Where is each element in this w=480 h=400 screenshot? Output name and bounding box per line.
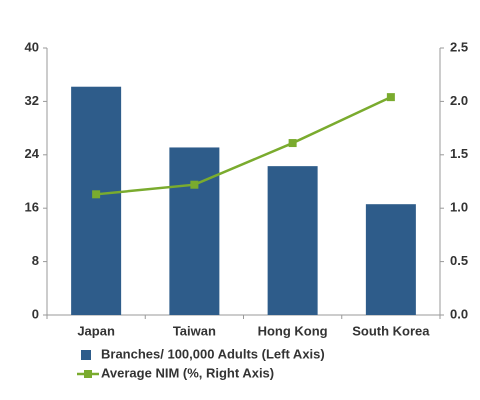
legend-label: Average NIM (%, Right Axis)	[101, 365, 274, 380]
y2-tick-label: 1.0	[450, 200, 468, 215]
legend-marker	[84, 370, 92, 378]
bar	[365, 204, 416, 315]
y-tick-label: 8	[32, 253, 39, 268]
y-tick-label: 24	[25, 146, 40, 161]
y2-tick-label: 1.5	[450, 146, 468, 161]
x-tick-label: South Korea	[352, 323, 430, 338]
bar	[71, 86, 122, 315]
legend-marker	[81, 350, 91, 360]
line-marker	[288, 139, 297, 148]
line-marker	[190, 180, 199, 189]
x-tick-label: Taiwan	[173, 323, 216, 338]
x-tick-label: Hong Kong	[258, 323, 328, 338]
bar	[267, 166, 318, 315]
bar	[169, 147, 220, 315]
line-marker	[92, 190, 101, 199]
y-tick-label: 32	[25, 93, 39, 108]
legend-label: Branches/ 100,000 Adults (Left Axis)	[101, 346, 325, 361]
x-tick-label: Japan	[77, 323, 115, 338]
y2-tick-label: 0.5	[450, 253, 468, 268]
y-tick-label: 0	[32, 306, 39, 321]
y2-tick-label: 0.0	[450, 306, 468, 321]
y2-tick-label: 2.5	[450, 39, 468, 54]
line	[96, 95, 392, 196]
y-tick-label: 40	[25, 39, 39, 54]
y2-tick-label: 2.0	[450, 93, 468, 108]
line-marker	[386, 93, 395, 102]
y-tick-label: 16	[25, 200, 39, 215]
